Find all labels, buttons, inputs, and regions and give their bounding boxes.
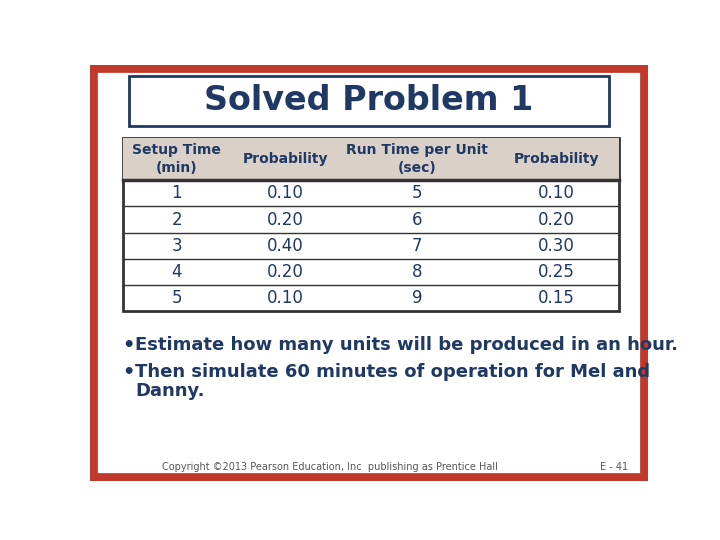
Text: Run Time per Unit
(sec): Run Time per Unit (sec)	[346, 144, 488, 175]
Text: Solved Problem 1: Solved Problem 1	[204, 84, 534, 118]
FancyBboxPatch shape	[122, 138, 618, 311]
Text: Copyright ©2013 Pearson Education, Inc  publishing as Prentice Hall: Copyright ©2013 Pearson Education, Inc p…	[162, 462, 498, 472]
Text: 5: 5	[171, 289, 182, 307]
Text: 0.20: 0.20	[267, 211, 304, 228]
Text: 0.25: 0.25	[538, 263, 575, 281]
FancyBboxPatch shape	[129, 76, 609, 126]
Text: 3: 3	[171, 237, 182, 255]
Text: 0.20: 0.20	[267, 263, 304, 281]
Text: •: •	[122, 363, 135, 382]
Text: 0.20: 0.20	[538, 211, 575, 228]
Text: 0.30: 0.30	[538, 237, 575, 255]
Text: Danny.: Danny.	[135, 382, 204, 400]
Text: E - 41: E - 41	[600, 462, 629, 472]
FancyBboxPatch shape	[93, 68, 645, 477]
Text: Probability: Probability	[243, 152, 328, 166]
Text: 7: 7	[412, 237, 423, 255]
Text: Probability: Probability	[514, 152, 599, 166]
Text: 0.10: 0.10	[267, 184, 304, 202]
Text: 0.10: 0.10	[538, 184, 575, 202]
Text: Then simulate 60 minutes of operation for Mel and: Then simulate 60 minutes of operation fo…	[135, 363, 650, 381]
Text: 6: 6	[412, 211, 423, 228]
Text: 0.15: 0.15	[538, 289, 575, 307]
Text: 5: 5	[412, 184, 423, 202]
Text: 8: 8	[412, 263, 423, 281]
Text: 9: 9	[412, 289, 423, 307]
Text: •: •	[122, 336, 135, 355]
Text: 0.40: 0.40	[267, 237, 304, 255]
Text: 1: 1	[171, 184, 182, 202]
Text: Estimate how many units will be produced in an hour.: Estimate how many units will be produced…	[135, 336, 678, 354]
FancyBboxPatch shape	[122, 138, 618, 180]
Text: 0.10: 0.10	[267, 289, 304, 307]
Text: 2: 2	[171, 211, 182, 228]
Text: 4: 4	[171, 263, 182, 281]
Text: Setup Time
(min): Setup Time (min)	[132, 144, 221, 175]
